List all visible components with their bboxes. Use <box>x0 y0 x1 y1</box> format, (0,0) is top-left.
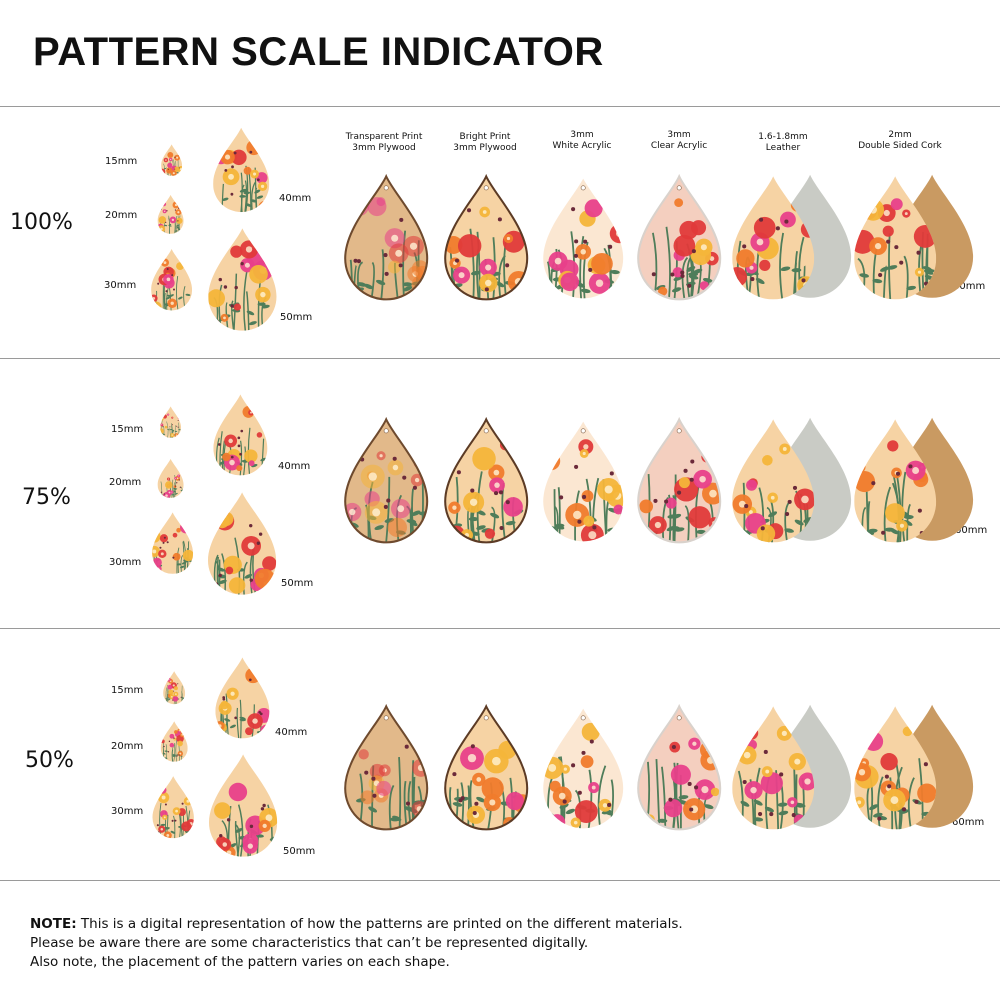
divider-top <box>0 106 1000 107</box>
size-label-15mm: 15mm <box>111 685 144 696</box>
earring-leather <box>731 417 851 543</box>
earring-transparent-plywood <box>343 173 428 301</box>
size-label-60mm: 60mm <box>953 281 986 292</box>
earring-cork <box>853 704 973 830</box>
earring-bright-plywood <box>443 416 528 544</box>
material-header-white-acrylic: 3mm White Acrylic <box>552 130 612 151</box>
earring-size-sample <box>161 144 183 176</box>
earring-bright-plywood <box>443 173 528 301</box>
material-header-transparent-plywood: Transparent Print 3mm Plywood <box>345 132 423 153</box>
earring-size-sample <box>213 128 270 213</box>
size-label-40mm: 40mm <box>278 461 311 472</box>
divider-row-2 <box>0 628 1000 629</box>
material-header-cork: 2mm Double Sided Cork <box>858 130 942 151</box>
size-label-15mm: 15mm <box>105 156 138 167</box>
scale-label-50: 50% <box>25 748 74 773</box>
earring-leather <box>731 174 851 300</box>
size-label-60mm: 60mm <box>952 817 985 828</box>
note-label: NOTE: <box>30 916 77 932</box>
earring-size-sample <box>215 657 270 739</box>
earring-clear-acrylic <box>636 173 721 301</box>
earring-size-sample <box>208 228 277 331</box>
earring-size-sample <box>157 458 184 498</box>
earring-white-acrylic <box>540 416 625 544</box>
page-title: PATTERN SCALE INDICATOR <box>33 30 604 74</box>
size-label-40mm: 40mm <box>275 727 308 738</box>
earring-clear-acrylic <box>636 416 721 544</box>
earring-size-sample <box>152 776 194 839</box>
scale-label-75: 75% <box>22 485 71 510</box>
material-header-bright-plywood: Bright Print 3mm Plywood <box>453 132 517 153</box>
earring-white-acrylic <box>540 703 625 831</box>
divider-bottom <box>0 880 1000 881</box>
size-label-50mm: 50mm <box>281 578 314 589</box>
scale-label-100: 100% <box>10 210 73 235</box>
size-label-60mm: 60mm <box>955 525 988 536</box>
earring-leather <box>731 704 851 830</box>
divider-row-1 <box>0 358 1000 359</box>
size-label-15mm: 15mm <box>111 424 144 435</box>
earring-cork <box>853 417 973 543</box>
earring-size-sample <box>157 194 184 234</box>
earring-transparent-plywood <box>343 416 428 544</box>
earring-size-sample <box>163 671 186 705</box>
size-label-20mm: 20mm <box>109 477 142 488</box>
note-line-1: This is a digital representation of how … <box>76 916 683 932</box>
material-header-clear-acrylic: 3mm Clear Acrylic <box>650 130 708 151</box>
earring-cork <box>853 174 973 300</box>
size-label-50mm: 50mm <box>283 846 316 857</box>
earring-clear-acrylic <box>636 703 721 831</box>
earring-size-sample <box>150 248 192 311</box>
size-label-30mm: 30mm <box>109 557 142 568</box>
earring-size-sample <box>213 394 268 476</box>
earring-bright-plywood <box>443 703 528 831</box>
note-line-2: Please be aware there are some character… <box>30 935 589 951</box>
earring-size-sample <box>207 492 276 595</box>
size-label-40mm: 40mm <box>279 193 312 204</box>
disclaimer-note: NOTE: This is a digital representation o… <box>30 915 683 972</box>
earring-transparent-plywood <box>343 703 428 831</box>
size-label-50mm: 50mm <box>280 312 313 323</box>
size-label-20mm: 20mm <box>111 741 144 752</box>
note-line-3: Also note, the placement of the pattern … <box>30 954 450 970</box>
size-label-30mm: 30mm <box>111 806 144 817</box>
size-label-20mm: 20mm <box>105 210 138 221</box>
earring-size-sample <box>160 406 182 438</box>
size-label-30mm: 30mm <box>104 280 137 291</box>
earring-size-sample <box>208 754 277 857</box>
material-header-leather: 1.6-1.8mm Leather <box>758 132 808 153</box>
earring-white-acrylic <box>540 173 625 301</box>
earring-size-sample <box>160 720 188 762</box>
earring-size-sample <box>151 512 193 574</box>
